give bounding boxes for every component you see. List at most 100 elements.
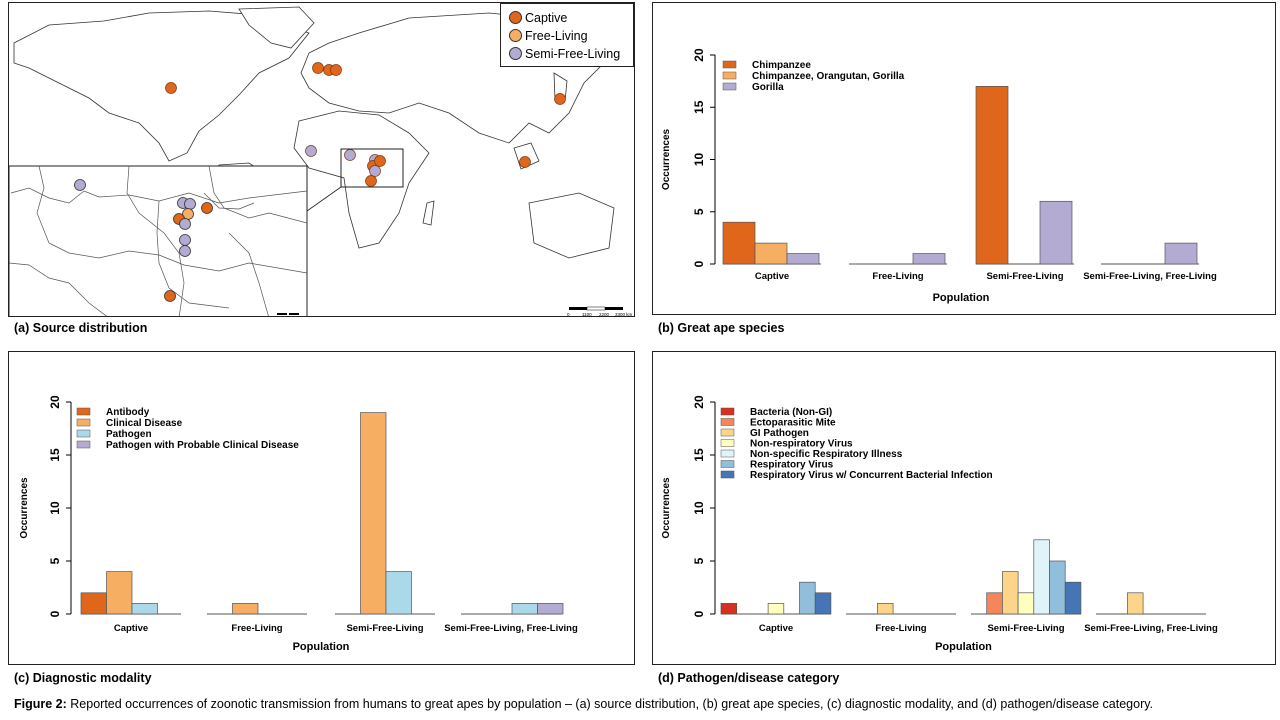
scale-bar: 0 1100 2200 3300 km: [567, 306, 633, 317]
source-distribution-map: 0 1100 2200 3300 km: [8, 2, 635, 317]
x-axis-label: Population: [933, 292, 990, 304]
legend-swatch-ectoparasitic-mite: [720, 418, 735, 426]
legend-swatch-chimpanzee-orangutan-gorilla: [722, 71, 737, 80]
y-tick-label: 10: [48, 501, 62, 515]
legend-label-antibody: Antibody: [106, 407, 150, 418]
legend-swatch-captive: [509, 11, 522, 24]
legend-label-clinical-disease: Clinical Disease: [106, 418, 183, 429]
inset-point-semi-free-living: [179, 245, 191, 257]
x-tick-label: Semi-Free-Living, Free-Living: [1084, 623, 1218, 634]
y-tick-label: 5: [692, 557, 706, 564]
map-point-captive: [554, 93, 566, 105]
panel-d-caption: (d) Pathogen/disease category: [658, 671, 840, 685]
x-tick-label: Semi-Free-Living, Free-Living: [1083, 271, 1217, 282]
bar-gorilla-captive: [786, 253, 820, 265]
legend-label-respiratory-virus: Respiratory Virus: [750, 460, 834, 471]
bar-respiratory-virus-captive: [799, 581, 816, 615]
svg-text:1100: 1100: [582, 312, 592, 317]
bar-clinical-disease-semi-free-living: [360, 412, 387, 615]
svg-text:2200: 2200: [599, 312, 610, 317]
x-tick-label: Semi-Free-Living: [986, 271, 1063, 282]
x-tick-label: Free-Living: [875, 623, 926, 634]
greenland-outline: [238, 6, 315, 49]
map-point-captive: [519, 156, 531, 168]
pathogen-category-chart: 0 5 10 15 20 Occurrences Captive Free-Living Sem…: [661, 395, 1218, 653]
legend-swatch-semi-free-living: [509, 47, 522, 60]
inset-point-semi-free-living: [179, 218, 191, 230]
x-tick-label: Semi-Free-Living: [346, 623, 423, 634]
legend-label-pathogen: Pathogen: [106, 429, 152, 440]
legend-label-non-specific-respiratory-illness: Non-specific Respiratory Illness: [750, 449, 903, 460]
y-tick-label: 5: [692, 208, 706, 215]
x-tick-label: Free-Living: [872, 271, 923, 282]
panel-a-caption: (a) Source distribution: [14, 321, 148, 335]
bar-respiratory-virus-semi-free-living: [1049, 560, 1066, 615]
bar-non-respiratory-virus-semi-free-living: [1017, 592, 1035, 615]
bar-clinical-disease-free-living: [232, 603, 259, 615]
figure-caption-text: Reported occurrences of zoonotic transmi…: [70, 697, 1154, 711]
x-axis-label: Population: [293, 641, 350, 653]
y-tick-label: 5: [48, 557, 62, 564]
legend-label-gi-pathogen: GI Pathogen: [750, 428, 809, 439]
madagascar-outline: [422, 200, 435, 226]
bar-ectoparasitic-mite-semi-free-living: [986, 592, 1003, 615]
map-legend-item: Free-Living: [509, 28, 588, 44]
legend-swatch-pathogen-with-probable-clinical-disease: [76, 440, 91, 449]
map-point-semi-free-living: [305, 145, 317, 157]
bar-pathogen-captive: [131, 603, 158, 615]
bar-non-specific-respiratory-illness-semi-free-living: [1033, 539, 1050, 615]
bar-gorilla-free-living: [912, 253, 946, 265]
y-tick-label: 20: [48, 395, 62, 409]
bar-pathogen-semi-free-living-free-living: [511, 603, 538, 615]
bar-clinical-disease-captive: [106, 571, 133, 615]
bar-chimpanzee-semi-free-living: [975, 85, 1009, 265]
svg-text:3300 km: 3300 km: [615, 312, 633, 317]
map-point-semi-free-living: [369, 165, 381, 177]
legend-swatch-non-respiratory-virus: [720, 439, 735, 447]
inset-point-semi-free-living: [184, 198, 196, 210]
chart-panel-d: 0 5 10 15 20 Occurrences Captive Free-Living Sem…: [652, 351, 1276, 665]
bar-chimpanzee-orangutan-gorilla-captive: [754, 242, 788, 265]
great-ape-species-chart: 0 5 10 15 20 Occurrences Captive Free-Living Sem…: [661, 48, 1217, 304]
map-point-captive: [330, 64, 342, 76]
africa-outline: [293, 110, 430, 249]
y-tick-label: 0: [692, 260, 706, 267]
map-point-semi-free-living: [344, 149, 356, 161]
map-legend: Captive Free-Living Semi-Free-Living: [500, 3, 634, 67]
bar-gi-pathogen-semi-free-living-free-living: [1127, 592, 1144, 615]
y-tick-label: 0: [692, 610, 706, 617]
bar-bacteria-non-gi-captive: [720, 603, 738, 615]
x-tick-label: Captive: [114, 623, 148, 634]
legend-swatch-respiratory-virus: [720, 460, 735, 468]
bar-antibody-captive: [80, 592, 107, 615]
x-axis-label: Population: [935, 641, 992, 653]
bar-gorilla-semi-free-living: [1039, 200, 1073, 265]
map-point-captive: [374, 155, 386, 167]
bar-gi-pathogen-free-living: [877, 603, 894, 615]
legend-label-ectoparasitic-mite: Ectoparasitic Mite: [750, 418, 836, 429]
diagnostic-modality-chart: 0 5 10 15 20 Occurrences Captive Free-Living Sem…: [19, 395, 578, 653]
north-america-outline: [13, 10, 310, 162]
x-tick-label: Captive: [755, 271, 789, 282]
map-legend-item: Semi-Free-Living: [509, 46, 620, 62]
map-point-captive: [365, 175, 377, 187]
y-tick-label: 15: [48, 448, 62, 462]
chart-panel-c: 0 5 10 15 20 Occurrences Captive Free-Living Sem…: [8, 351, 635, 665]
legend-swatch-pathogen: [76, 429, 91, 438]
legend-label-pathogen-with-probable-clinical-disease: Pathogen with Probable Clinical Disease: [106, 440, 299, 451]
x-tick-label: Semi-Free-Living: [987, 623, 1064, 634]
world-map: 0 1100 2200 3300 km: [9, 6, 633, 317]
y-tick-label: 20: [692, 395, 706, 409]
y-tick-label: 0: [48, 610, 62, 617]
x-tick-label: Free-Living: [231, 623, 282, 634]
x-tick-label: Captive: [759, 623, 793, 634]
map-point-captive: [165, 82, 177, 94]
bar-pathogen-with-probable-clinical-disease-semi-free-living-free-living: [537, 603, 564, 615]
inset-map: [9, 165, 308, 316]
inset-point-semi-free-living: [74, 179, 86, 191]
legend-label-non-respiratory-virus: Non-respiratory Virus: [750, 439, 853, 450]
legend-label-chimpanzee: Chimpanzee: [752, 60, 811, 71]
panel-c-caption: (c) Diagnostic modality: [14, 671, 152, 685]
legend-swatch-respiratory-virus-w-concurrent-bacterial-infection: [720, 470, 735, 479]
legend-label-chimpanzee-orangutan-gorilla: Chimpanzee, Orangutan, Gorilla: [752, 71, 905, 82]
